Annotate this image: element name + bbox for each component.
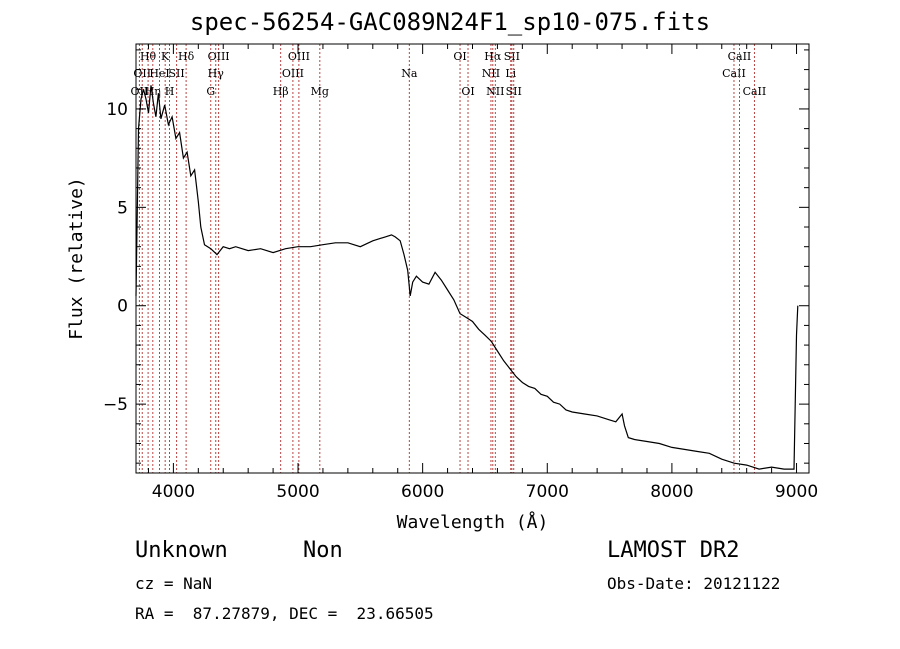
marker-label-9: G: [206, 85, 215, 98]
marker-label-5: K: [161, 50, 170, 63]
marker-label-19: NII: [482, 67, 500, 80]
plot-frame: [135, 43, 810, 474]
object-subclass: Non: [303, 538, 343, 563]
y-tick-label-1: 0: [117, 297, 128, 317]
x-axis-label: Wavelength (Å): [397, 511, 549, 533]
x-tick-label-3: 7000: [526, 482, 569, 502]
marker-label-10: Hγ: [208, 67, 225, 80]
x-tick-label-2: 6000: [401, 482, 444, 502]
marker-label-15: Mg: [311, 85, 329, 98]
marker-label-26: CaII: [728, 50, 752, 63]
marker-label-14: OIII: [288, 50, 310, 63]
y-tick-label-0: −5: [103, 395, 128, 415]
x-tick-label-0: 4000: [152, 482, 195, 502]
redshift-text: cz = NaN: [135, 574, 213, 593]
survey-name: LAMOST DR2: [607, 538, 740, 563]
x-tick-label-5: 9000: [775, 482, 818, 502]
marker-label-17: OI: [453, 50, 466, 63]
marker-label-1: OII: [133, 67, 151, 80]
object-class: Unknown: [135, 538, 228, 563]
obs-date-text: Obs-Date: 20121122: [607, 574, 781, 593]
y-axis-ticks: −5 0 5 10: [103, 49, 809, 464]
marker-label-6: H: [165, 85, 175, 98]
marker-label-4: HeI: [149, 67, 169, 80]
marker-label-20: Hα: [484, 50, 502, 63]
marker-label-11: OIII: [208, 50, 230, 63]
marker-label-22: Li: [505, 67, 516, 80]
marker-label-16: Na: [401, 67, 418, 80]
marker-label-12: Hβ: [273, 85, 289, 98]
marker-label-23: SII: [504, 50, 520, 63]
marker-label-8: Hδ: [178, 50, 195, 63]
marker-label-3: Hη: [145, 85, 161, 98]
marker-label-21: NII: [486, 85, 504, 98]
marker-label-18: OI: [461, 85, 474, 98]
marker-label-2: Hθ: [140, 50, 157, 63]
coordinates-text: RA = 87.27879, DEC = 23.66505: [135, 604, 434, 623]
spectrum-series: [135, 85, 799, 470]
marker-label-0: OII: [131, 85, 149, 98]
marker-label-13: OIII: [282, 67, 304, 80]
y-tick-label-3: 10: [106, 100, 128, 120]
marker-label-7: SII: [169, 67, 185, 80]
marker-label-27: CaII: [743, 85, 767, 98]
x-axis-ticks: 4000 5000 6000 7000 8000 9000: [147, 44, 818, 502]
x-tick-label-1: 5000: [276, 482, 319, 502]
spectrum-line: [135, 85, 799, 470]
y-tick-label-2: 5: [117, 198, 128, 218]
spectral-line-markers: OII OII Hθ Hη HeI K H SII Hδ G Hγ OIII Hβ OIII OIII Mg N…: [131, 44, 767, 473]
marker-label-25: CaII: [722, 67, 746, 80]
marker-label-24: SII: [506, 85, 522, 98]
x-tick-label-4: 8000: [650, 482, 693, 502]
chart-title: spec-56254-GAC089N24F1_sp10-075.fits: [189, 8, 711, 36]
y-axis-label: Flux (relative): [66, 177, 87, 340]
